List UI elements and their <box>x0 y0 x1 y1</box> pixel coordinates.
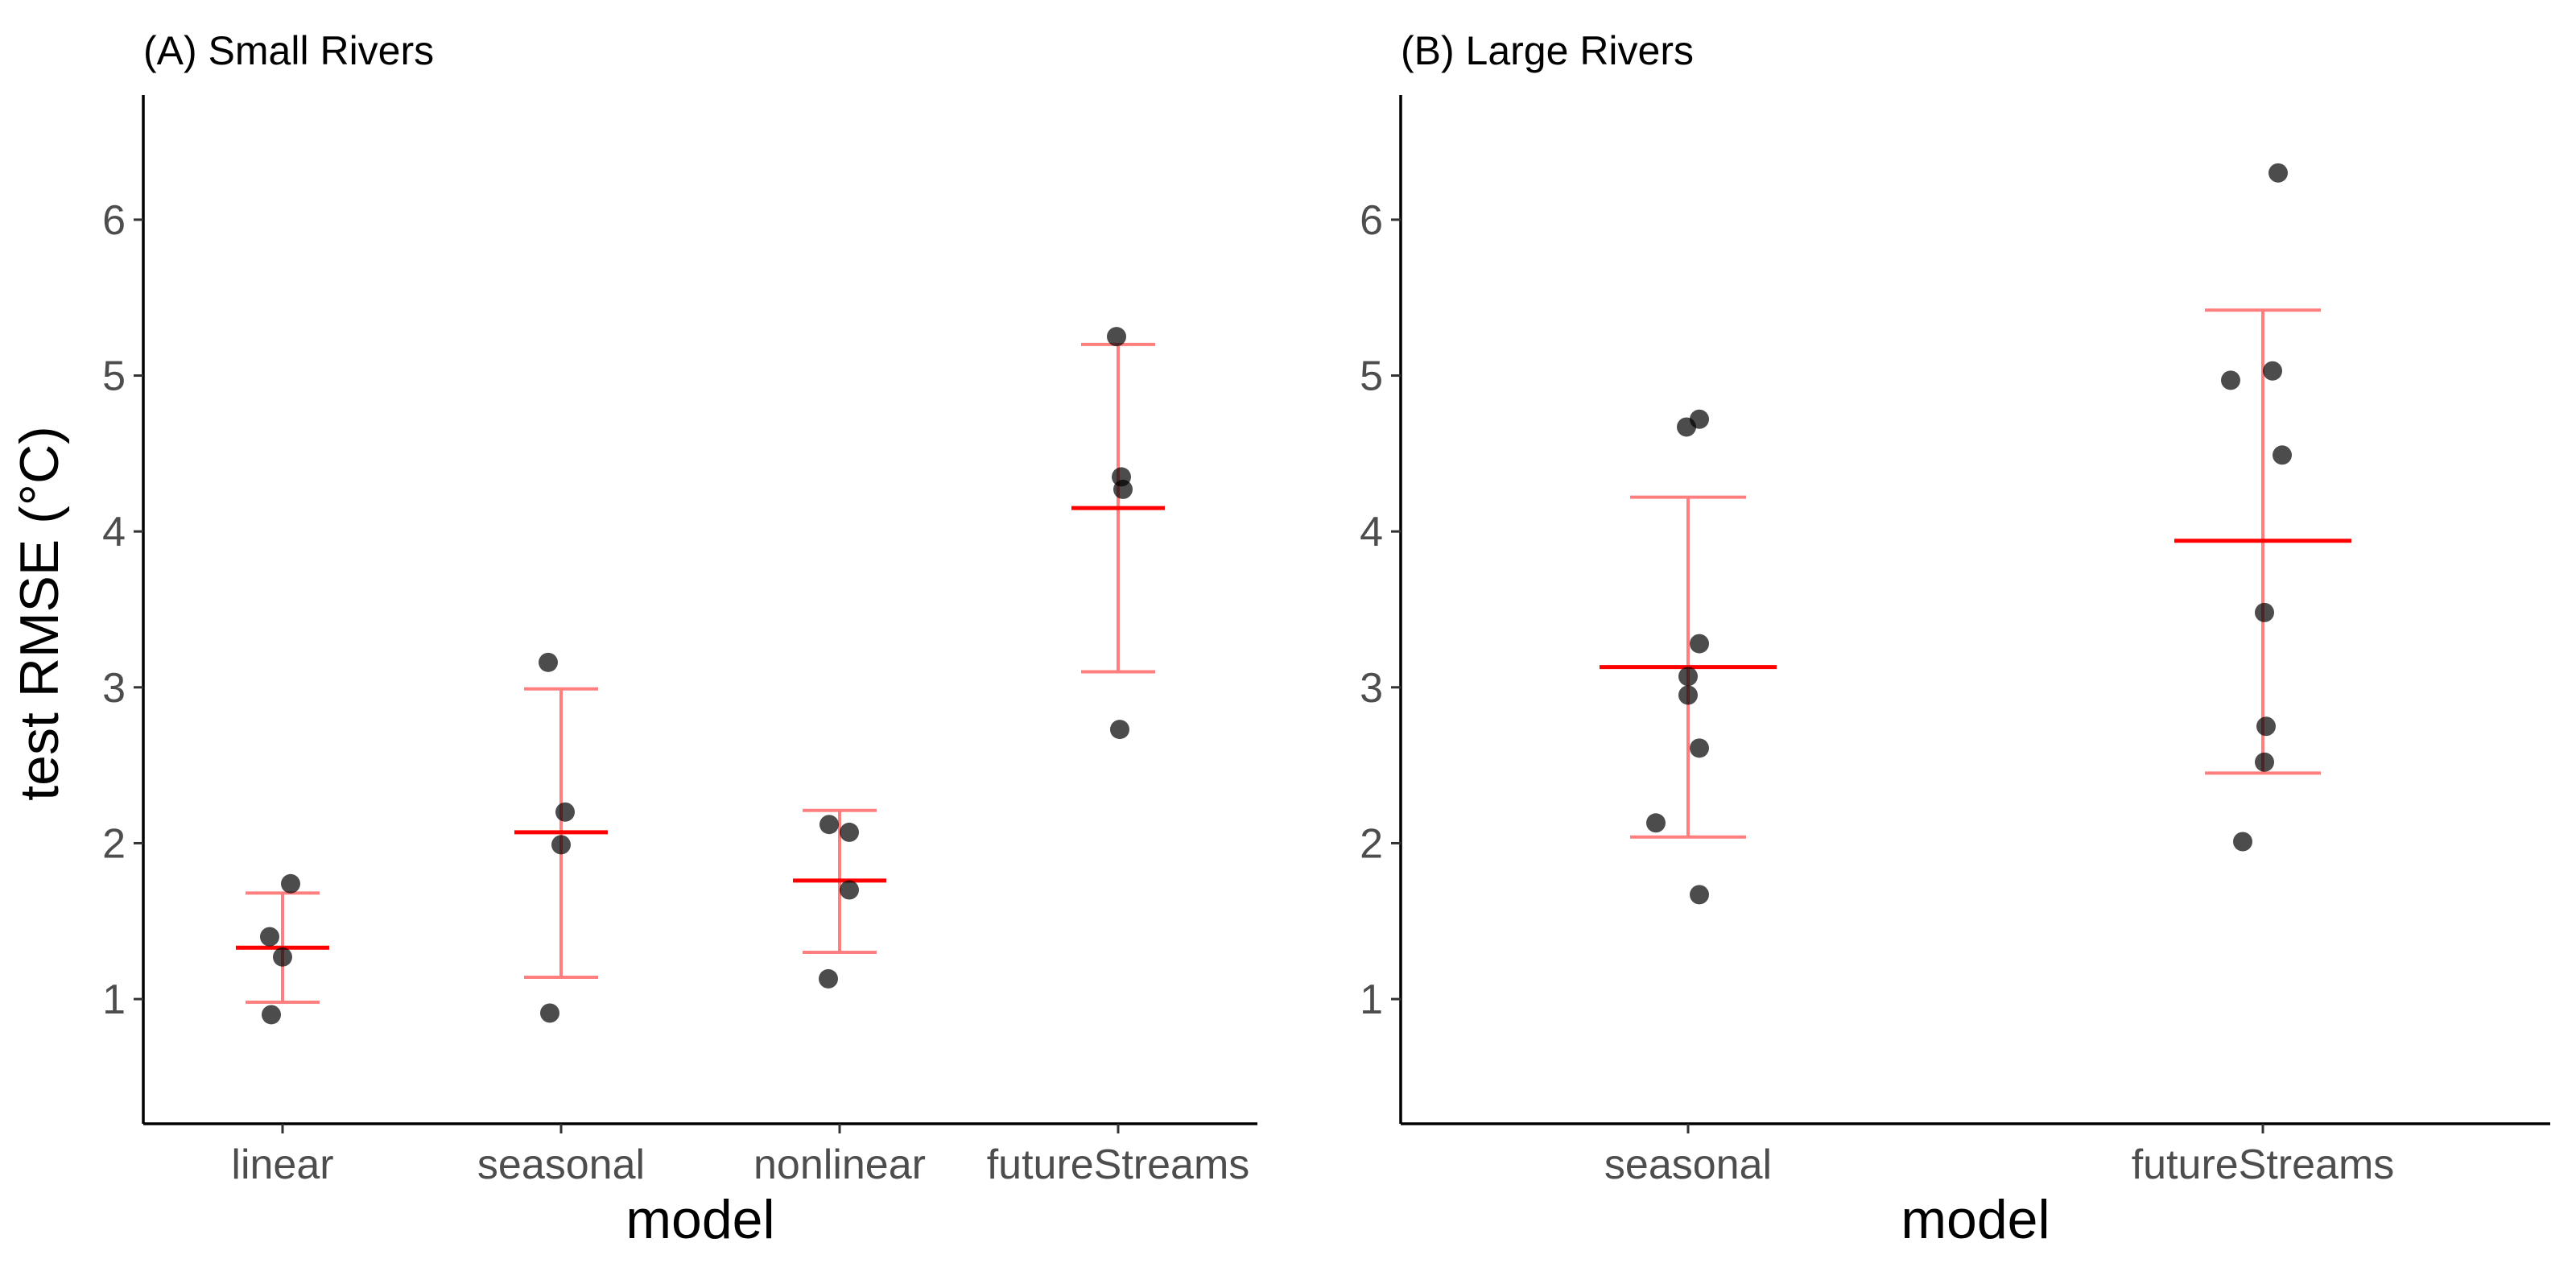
data-point-seasonal <box>539 652 558 672</box>
panels: (A) Small Rivers 1 2 3 4 5 6 linear seasonal nonl… <box>102 28 2550 1250</box>
y-tick-label: 1 <box>1360 976 1383 1023</box>
panel-title: (A) Small Rivers <box>143 28 434 73</box>
data-point-futureStreams <box>2221 370 2240 390</box>
y-tick-label: 2 <box>102 820 126 867</box>
data-point-seasonal <box>1690 885 1709 905</box>
x-tick-label: futureStreams <box>2132 1141 2395 1188</box>
data-point-futureStreams <box>2233 832 2252 852</box>
y-tick-label: 2 <box>1360 820 1383 867</box>
data-point-futureStreams <box>1107 327 1126 347</box>
x-tick-label: linear <box>231 1141 333 1188</box>
data-point-seasonal <box>1690 738 1709 758</box>
data-point-seasonal <box>540 1003 559 1023</box>
data-point-seasonal <box>1690 409 1709 429</box>
data-point-nonlinear <box>819 968 838 989</box>
data-point-futureStreams <box>1110 720 1129 740</box>
data-point-futureStreams <box>2256 716 2276 737</box>
data-point-seasonal <box>1646 813 1666 833</box>
data-point-linear <box>273 947 292 967</box>
data-point-seasonal <box>1690 634 1709 654</box>
y-tick-label: 3 <box>1360 665 1383 712</box>
data-point-linear <box>281 873 300 894</box>
data-point-seasonal <box>1678 667 1698 687</box>
data-point-linear <box>262 1005 281 1025</box>
y-tick-label: 1 <box>102 976 126 1023</box>
y-axis-title: test RMSE (°C) <box>9 426 70 800</box>
x-tick-label: seasonal <box>1604 1141 1772 1188</box>
x-tick-label: futureStreams <box>987 1141 1250 1188</box>
data-point-futureStreams <box>2263 361 2282 381</box>
y-tick-label: 3 <box>102 665 126 712</box>
y-tick-label: 6 <box>1360 197 1383 244</box>
panel-small-rivers: (A) Small Rivers 1 2 3 4 5 6 linear seasonal nonl… <box>102 28 1257 1250</box>
x-axis-title: model <box>625 1189 774 1250</box>
y-tick-label: 4 <box>1360 509 1383 555</box>
data-point-linear <box>260 927 279 947</box>
data-point-futureStreams <box>2255 602 2274 622</box>
data-point-futureStreams <box>1112 467 1131 487</box>
data-point-futureStreams <box>2273 445 2292 465</box>
data-point-nonlinear <box>819 815 839 835</box>
data-point-futureStreams <box>2268 163 2288 183</box>
data-point-seasonal <box>551 835 571 855</box>
x-tick-label: nonlinear <box>753 1141 926 1188</box>
data-point-seasonal <box>555 802 575 822</box>
data-point-futureStreams <box>2255 752 2274 772</box>
data-point-nonlinear <box>840 880 859 900</box>
panel-large-rivers: (B) Large Rivers 1 2 3 4 5 6 seasonal futureStre… <box>1360 28 2550 1250</box>
y-tick-label: 6 <box>102 197 126 244</box>
x-tick-label: seasonal <box>477 1141 645 1188</box>
data-point-seasonal <box>1678 685 1698 705</box>
y-tick-label: 5 <box>1360 353 1383 400</box>
x-axis-title: model <box>1901 1189 2050 1250</box>
y-tick-label: 5 <box>102 353 126 400</box>
data-point-nonlinear <box>840 822 859 842</box>
panel-title: (B) Large Rivers <box>1401 28 1694 73</box>
y-tick-label: 4 <box>102 509 126 555</box>
